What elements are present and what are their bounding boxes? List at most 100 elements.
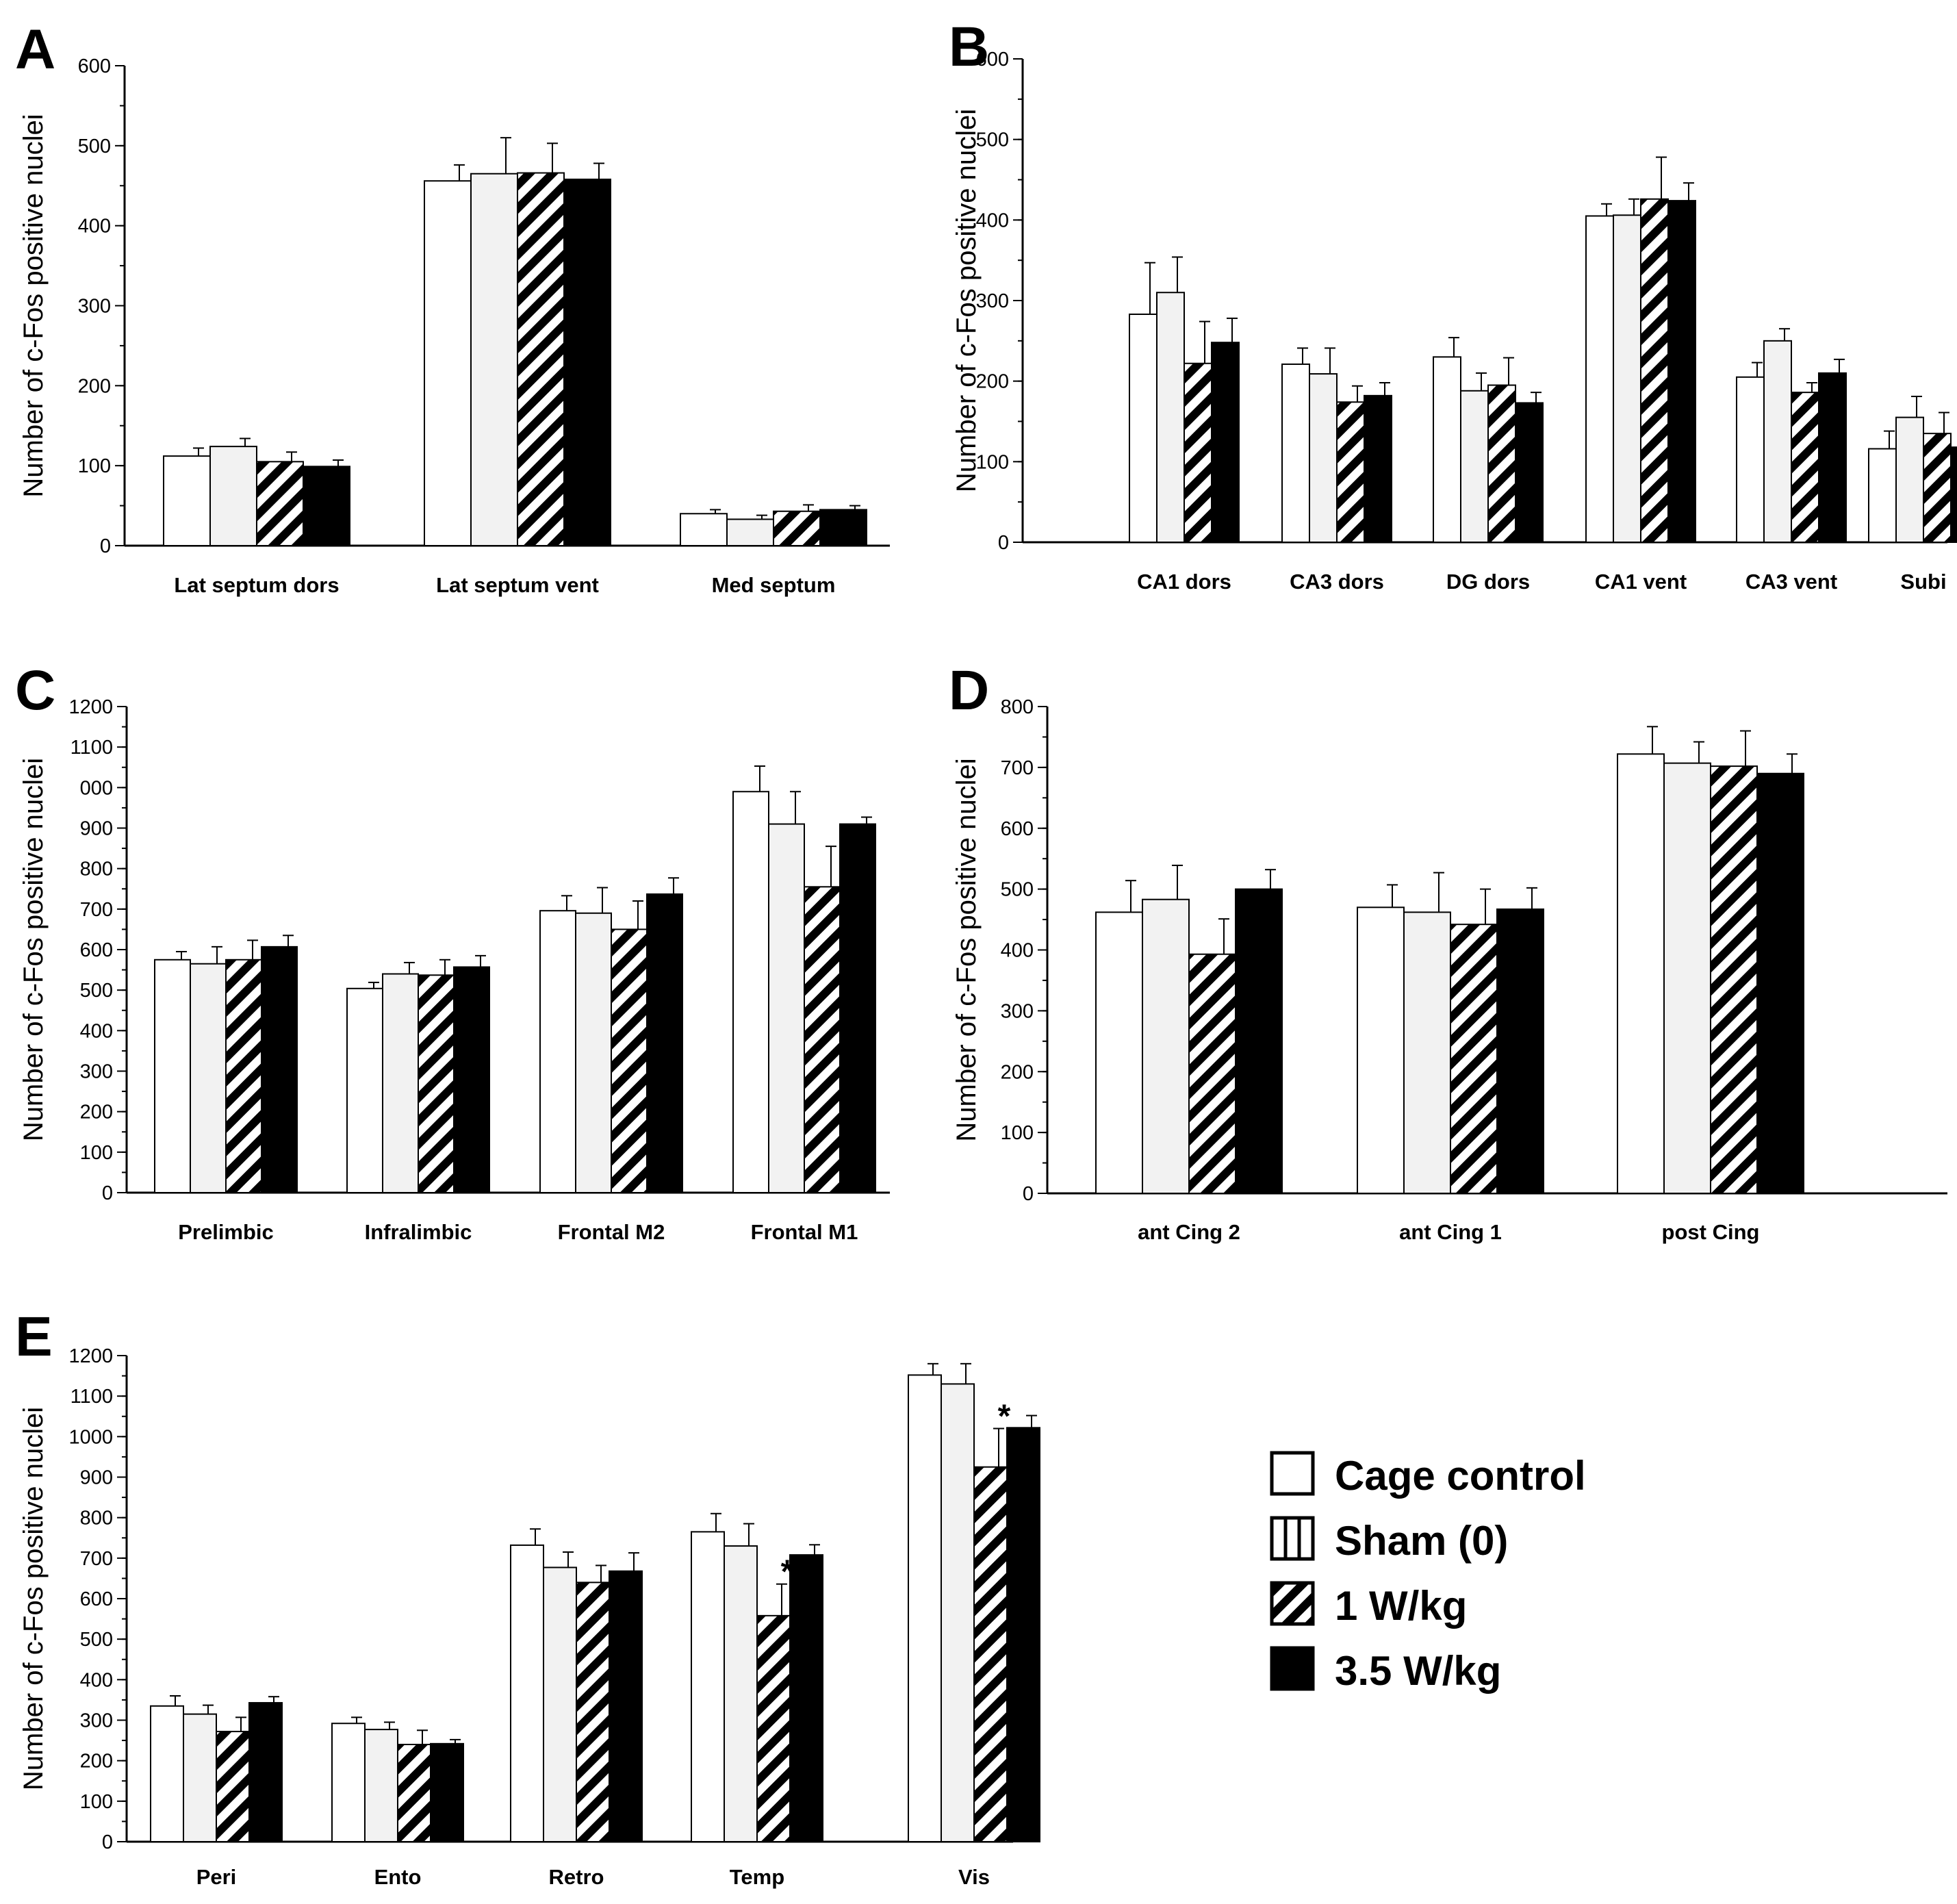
bar-w35 — [1515, 402, 1544, 543]
bar-w1 — [1188, 953, 1236, 1194]
bar-sham — [190, 963, 227, 1194]
y-tick-label: 1200 — [68, 696, 113, 718]
bar-w1 — [1791, 392, 1819, 544]
y-tick-label: 1000 — [68, 1426, 113, 1448]
legend-swatch — [1270, 1581, 1315, 1626]
y-tick-label: 400 — [78, 216, 111, 238]
bar-w35 — [1496, 908, 1544, 1194]
y-tick-label: 400 — [1001, 940, 1034, 962]
bar-w1 — [225, 959, 262, 1193]
panel-letter: C — [15, 659, 55, 722]
y-tick-label: 200 — [80, 1102, 113, 1124]
bar-cage — [1281, 363, 1310, 543]
category-label: Med septum — [712, 573, 836, 597]
bar-cage — [510, 1544, 544, 1842]
y-tick-label: 400 — [80, 1020, 113, 1042]
y-tick-label: 0 — [102, 1831, 113, 1853]
bar-sham — [382, 973, 419, 1193]
panel-e: E Number of c-Fos positive nuclei 0 100 200 3… — [15, 1306, 1040, 1889]
bar-w1 — [256, 461, 304, 547]
y-tick-label: 500 — [80, 1629, 113, 1651]
bar-w35 — [1756, 772, 1804, 1194]
bar-sham — [1156, 292, 1185, 543]
panel-letter: E — [15, 1306, 53, 1368]
bar-cage — [150, 1705, 184, 1843]
category-label: Vis — [958, 1865, 990, 1889]
bar-sham — [1763, 340, 1792, 543]
y-tick-label: 100 — [78, 455, 111, 477]
category-label: Frontal M2 — [558, 1220, 665, 1244]
y-tick-label: 000 — [80, 777, 113, 799]
bar-w1 — [756, 1614, 791, 1843]
y-tick-label: 300 — [80, 1061, 113, 1083]
y-tick-label: 700 — [80, 899, 113, 921]
bar-sham — [470, 173, 518, 547]
bar-sham — [1613, 214, 1641, 543]
category-label: Infralimbic — [365, 1220, 472, 1244]
bar-w35 — [430, 1742, 464, 1842]
bar-sham — [768, 823, 805, 1194]
bar-cage — [1617, 753, 1665, 1194]
bar-w35 — [1211, 342, 1240, 543]
bar-w1 — [216, 1731, 250, 1842]
bar-cage — [346, 987, 383, 1194]
y-tick-label: 600 — [78, 55, 111, 77]
bar-cage — [1433, 356, 1461, 543]
bar-sham — [543, 1566, 577, 1842]
bar-w1 — [397, 1744, 431, 1842]
category-label: Lat septum vent — [436, 573, 599, 597]
bar-w1 — [576, 1582, 610, 1842]
bar-sham — [1309, 373, 1338, 543]
bar-cage — [163, 455, 211, 546]
bar-w35 — [1950, 446, 1957, 543]
bar-cage — [1129, 314, 1157, 543]
y-tick-label: 100 — [80, 1142, 113, 1164]
y-tick-label: 1100 — [71, 737, 113, 759]
category-label: CA1 vent — [1595, 570, 1687, 594]
bar-sham — [1403, 911, 1451, 1194]
category-label: post Cing — [1662, 1220, 1760, 1244]
bar-w35 — [453, 966, 490, 1193]
bar-w1 — [611, 928, 648, 1193]
y-tick-label: 700 — [1001, 757, 1034, 779]
bar-sham — [1460, 390, 1489, 544]
legend-swatch — [1270, 1451, 1315, 1496]
panels: A Number of c-Fos positive nuclei 0 100 200 3… — [15, 16, 1957, 1889]
bar-sham — [183, 1713, 217, 1842]
category-label: Ento — [374, 1865, 422, 1889]
panel-letter: A — [15, 18, 55, 81]
significance-star: * — [998, 1399, 1011, 1435]
bar-w35 — [789, 1554, 823, 1843]
bar-cage — [331, 1723, 366, 1843]
y-tick-label: 800 — [80, 1508, 113, 1529]
y-tick-label: 200 — [80, 1751, 113, 1773]
legend-label: 1 W/kg — [1335, 1583, 1467, 1629]
y-tick-label: 900 — [80, 1467, 113, 1489]
panel-d: D Number of c-Fos positive nuclei 0 100 200 3… — [949, 659, 1947, 1244]
bar-sham — [1663, 762, 1711, 1195]
legend-swatch — [1270, 1646, 1315, 1691]
y-tick-label: 300 — [80, 1710, 113, 1732]
y-tick-label: 800 — [1001, 696, 1034, 718]
bar-w1 — [1923, 433, 1952, 544]
y-tick-label: 300 — [1001, 1000, 1034, 1022]
bar-sham — [726, 518, 774, 547]
category-label: Retro — [549, 1865, 604, 1889]
legend-label: Sham (0) — [1335, 1518, 1508, 1564]
bar-cage — [424, 180, 472, 546]
bar-w35 — [1818, 372, 1847, 544]
bar-sham — [209, 446, 257, 546]
bar-sham — [575, 912, 612, 1193]
y-tick-label: 200 — [1001, 1061, 1034, 1083]
bar-w35 — [261, 945, 298, 1193]
bar-cage — [680, 513, 728, 546]
bar-cage — [691, 1531, 725, 1842]
y-tick-label: 800 — [80, 859, 113, 880]
category-label: Subi — [1900, 570, 1946, 594]
y-tick-label: 0 — [102, 1182, 113, 1204]
y-tick-label: 100 — [1001, 1122, 1034, 1144]
bar-cage — [1095, 911, 1143, 1194]
bar-w1 — [1336, 401, 1365, 544]
bar-cage — [732, 791, 769, 1193]
